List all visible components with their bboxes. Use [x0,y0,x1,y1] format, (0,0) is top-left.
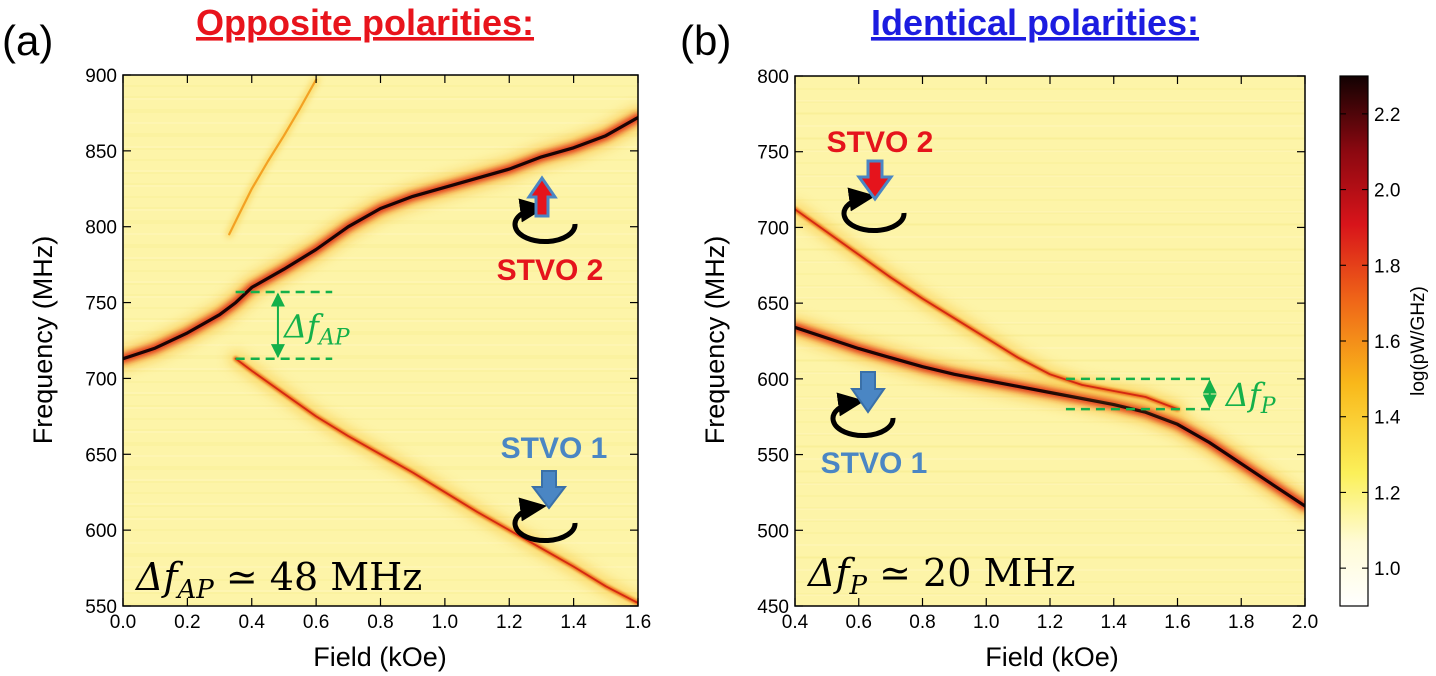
y-tick-label: 650 [85,445,117,466]
panel-b-stvo2-label: STVO 2 [827,126,934,159]
x-tick-label: 0.6 [303,612,329,633]
panel-a-xlabel: Field (kOe) [313,642,447,672]
panel-a-ylabel: Frequency (MHz) [28,236,58,445]
split-label-delta: Δf [1224,376,1266,414]
series-1 [123,106,638,370]
y-tick-label: 750 [757,143,789,164]
panel-a: (a) Opposite polarities: 0.0 0.2 0.4 0.6 0.8… [2,2,651,672]
panel-b-stvo2-precession-icon [841,159,907,234]
series-3 [225,75,321,239]
series-line [228,78,318,236]
panel-a-eq-sub: AP [176,575,215,605]
y-tick-label: 900 [85,66,117,87]
x-tick-label: 0.0 [110,612,136,633]
series-line [234,357,638,604]
series-line [123,115,638,361]
x-tick-label: 0.8 [367,612,393,633]
series-2 [795,201,1186,418]
colorbar-tick-label: 1.4 [1374,408,1401,429]
series-2 [227,350,638,606]
split-label-sub: P [1260,394,1277,419]
colorbar-tick-label: 1.2 [1374,483,1400,504]
colorbar-ticks: 1.0 1.2 1.4 1.6 1.8 2.0 2.2 [1340,105,1401,580]
panel-b: (b) Identical polarities: 0.4 0.6 0.8 1.0 1.… [680,2,1318,672]
x-tick-label: 1.4 [560,612,587,633]
down-arrow-icon [850,371,886,414]
panel-b-eq-value: ≃ 20 MHz [867,551,1076,595]
panel-a-heatmap [123,75,638,606]
y-tick-label: 450 [757,597,789,618]
panel-a-eq-delta: Δf [134,555,183,599]
colorbar-label: log(pW/GHz) [1408,286,1429,396]
panel-a-stvo2-label: STVO 2 [497,254,604,287]
y-tick-label: 600 [757,370,789,391]
y-tick-label: 600 [85,521,117,542]
panel-b-bottom-equation: ΔfP ≃ 20 MHz [806,551,1076,601]
x-tick-label: 1.4 [1101,612,1128,633]
panel-a-label: (a) [2,17,53,64]
x-tick-label: 0.4 [782,612,809,633]
y-tick-label: 700 [757,218,789,239]
y-tick-label: 550 [757,446,789,467]
series-1 [795,316,1305,518]
x-tick-label: 1.2 [496,612,522,633]
colorbar-tick-label: 1.8 [1374,256,1400,277]
panel-a-stvo2-precession-icon [512,175,578,245]
colorbar-tick-label: 1.6 [1374,332,1400,353]
series-line [795,208,1179,410]
y-tick-label: 500 [757,521,789,542]
colorbar: 1.0 1.2 1.4 1.6 1.8 2.0 2.2 log(pW/GHz) [1339,75,1429,607]
x-tick-label: 0.8 [909,612,935,633]
x-tick-label: 1.0 [973,612,999,633]
panel-b-split-annotation: ΔfP [1065,376,1277,419]
panel-b-ylabel: Frequency (MHz) [700,236,730,445]
x-tick-label: 1.8 [1228,612,1254,633]
y-tick-label: 700 [85,369,117,390]
panel-b-heatmap [795,76,1305,596]
panel-b-axes: 0.4 0.6 0.8 1.0 1.2 1.4 1.6 1.8 2.0 450 500 550 600 6… [757,67,1318,633]
split-label-delta: Δf [282,307,324,345]
x-tick-label: 0.6 [846,612,872,633]
x-tick-label: 2.0 [1292,612,1318,633]
panel-a-title: Opposite polarities: [196,2,534,43]
x-tick-label: 0.2 [174,612,200,633]
panel-a-bottom-equation: ΔfAP ≃ 48 MHz [134,555,422,605]
up-arrow-icon [526,175,558,218]
x-tick-label: 0.4 [239,612,266,633]
y-tick-label: 800 [757,67,789,88]
panel-b-stvo1-label: STVO 1 [821,447,928,480]
y-tick-label: 650 [757,294,789,315]
panel-b-xlabel: Field (kOe) [985,642,1119,672]
x-tick-label: 1.6 [625,612,651,633]
colorbar-tick-label: 2.0 [1374,181,1400,202]
down-arrow-icon [530,470,568,510]
split-label: ΔfP [1224,376,1277,419]
panel-b-stvo1-precession-icon [830,371,896,439]
panel-a-stvo1-label: STVO 1 [501,432,608,465]
x-tick-label: 1.0 [432,612,458,633]
panel-a-axes: 0.0 0.2 0.4 0.6 0.8 1.0 1.2 1.4 1.6 550 600 650 700 7… [85,66,651,633]
x-tick-label: 1.2 [1037,612,1063,633]
panel-a-eq-value: ≃ 48 MHz [214,555,423,599]
y-tick-label: 800 [85,218,117,239]
panel-a-stvo1-precession-icon [512,470,578,544]
panel-b-eq-delta: Δf [806,551,855,595]
panel-b-title: Identical polarities: [871,2,1199,43]
split-label: ΔfAP [282,307,351,350]
x-tick-label: 1.6 [1164,612,1190,633]
down-arrow-icon [856,159,894,202]
y-tick-label: 850 [85,142,117,163]
panel-b-label: (b) [680,17,731,64]
panel-a-split-annotation: ΔfAP [235,290,351,360]
y-tick-label: 750 [85,294,117,315]
colorbar-tick-label: 1.0 [1374,559,1400,580]
split-label-sub: AP [317,325,351,350]
colorbar-tick-label: 2.2 [1374,105,1400,126]
y-tick-label: 550 [85,597,117,618]
series-line [795,325,1305,508]
panel-b-eq-sub: P [849,571,868,601]
